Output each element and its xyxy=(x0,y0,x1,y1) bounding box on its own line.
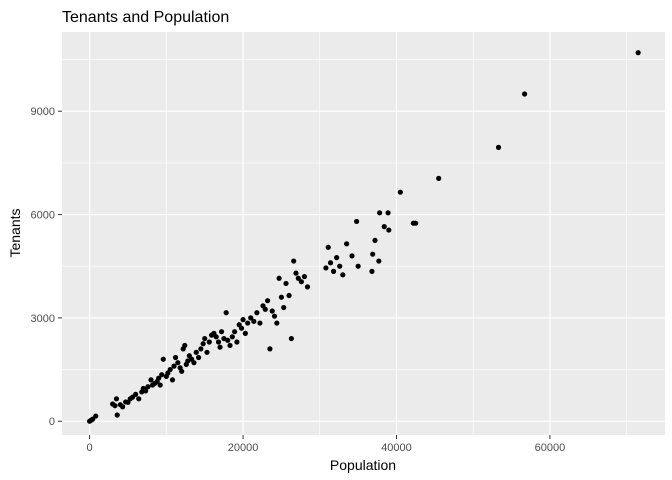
data-point xyxy=(372,238,377,243)
data-point xyxy=(158,382,163,387)
data-point xyxy=(159,372,164,377)
data-point xyxy=(436,176,441,181)
data-point xyxy=(305,284,310,289)
data-point xyxy=(216,339,221,344)
data-point xyxy=(337,264,342,269)
data-point xyxy=(225,338,230,343)
data-point xyxy=(245,320,250,325)
data-point xyxy=(251,319,256,324)
data-point xyxy=(201,341,206,346)
data-point xyxy=(214,334,219,339)
data-point xyxy=(267,346,272,351)
data-point xyxy=(354,219,359,224)
data-point xyxy=(274,320,279,325)
data-point xyxy=(239,326,244,331)
data-point xyxy=(377,210,382,215)
data-point xyxy=(217,345,222,350)
data-point xyxy=(263,307,268,312)
data-point xyxy=(281,305,286,310)
y-axis-ticks: 0 3000 6000 9000 xyxy=(31,106,62,428)
x-tick-label: 40000 xyxy=(381,442,412,454)
data-point xyxy=(198,346,203,351)
x-tick-label: 60000 xyxy=(535,442,566,454)
data-point xyxy=(194,350,199,355)
data-point xyxy=(175,360,180,365)
data-point xyxy=(398,190,403,195)
data-point xyxy=(334,255,339,260)
data-point xyxy=(232,329,237,334)
y-axis-title: Tenants xyxy=(7,208,23,257)
data-point xyxy=(302,274,307,279)
data-point xyxy=(340,272,345,277)
data-point xyxy=(344,241,349,246)
data-point xyxy=(370,252,375,257)
data-point xyxy=(145,384,150,389)
plot-panel xyxy=(62,32,665,435)
data-point xyxy=(382,224,387,229)
data-point xyxy=(179,369,184,374)
data-point xyxy=(112,403,117,408)
data-point xyxy=(349,253,354,258)
data-point xyxy=(376,258,381,263)
data-point xyxy=(286,293,291,298)
data-point xyxy=(202,336,207,341)
data-point xyxy=(323,265,328,270)
data-point xyxy=(331,269,336,274)
data-point xyxy=(170,377,175,382)
data-point xyxy=(328,260,333,265)
data-point xyxy=(522,91,527,96)
data-point xyxy=(204,350,209,355)
data-point xyxy=(270,308,275,313)
data-point xyxy=(224,310,229,315)
data-point xyxy=(386,227,391,232)
data-point xyxy=(227,343,232,348)
x-tick-label: 0 xyxy=(87,442,93,454)
y-tick-label: 0 xyxy=(49,416,55,428)
y-tick-label: 3000 xyxy=(31,313,55,325)
data-point xyxy=(207,339,212,344)
data-point xyxy=(93,413,98,418)
data-point xyxy=(326,245,331,250)
data-point xyxy=(277,276,282,281)
data-point xyxy=(279,295,284,300)
data-point xyxy=(272,314,277,319)
x-tick-label: 20000 xyxy=(228,442,259,454)
data-point xyxy=(114,396,119,401)
data-point xyxy=(120,404,125,409)
data-point xyxy=(636,50,641,55)
y-tick-label: 9000 xyxy=(31,106,55,118)
data-point xyxy=(299,279,304,284)
data-point xyxy=(356,264,361,269)
data-point xyxy=(191,360,196,365)
x-axis-title: Population xyxy=(330,457,396,473)
data-point xyxy=(265,298,270,303)
data-point xyxy=(257,320,262,325)
data-point xyxy=(240,317,245,322)
data-point xyxy=(115,412,120,417)
x-axis-ticks: 0 20000 40000 60000 xyxy=(87,435,566,454)
data-point xyxy=(182,343,187,348)
data-point xyxy=(385,210,390,215)
data-point xyxy=(133,392,138,397)
data-point xyxy=(496,145,501,150)
data-point xyxy=(243,331,248,336)
data-point xyxy=(234,339,239,344)
data-point xyxy=(136,396,141,401)
data-point xyxy=(369,269,374,274)
data-point xyxy=(413,221,418,226)
data-point xyxy=(293,271,298,276)
data-point xyxy=(291,258,296,263)
data-point xyxy=(196,355,201,360)
data-point xyxy=(161,357,166,362)
chart-title: Tenants and Population xyxy=(62,9,229,26)
data-point xyxy=(254,310,259,315)
y-tick-label: 6000 xyxy=(31,210,55,222)
data-point xyxy=(283,281,288,286)
data-point xyxy=(219,329,224,334)
data-point xyxy=(230,334,235,339)
data-point xyxy=(289,336,294,341)
data-point xyxy=(173,355,178,360)
